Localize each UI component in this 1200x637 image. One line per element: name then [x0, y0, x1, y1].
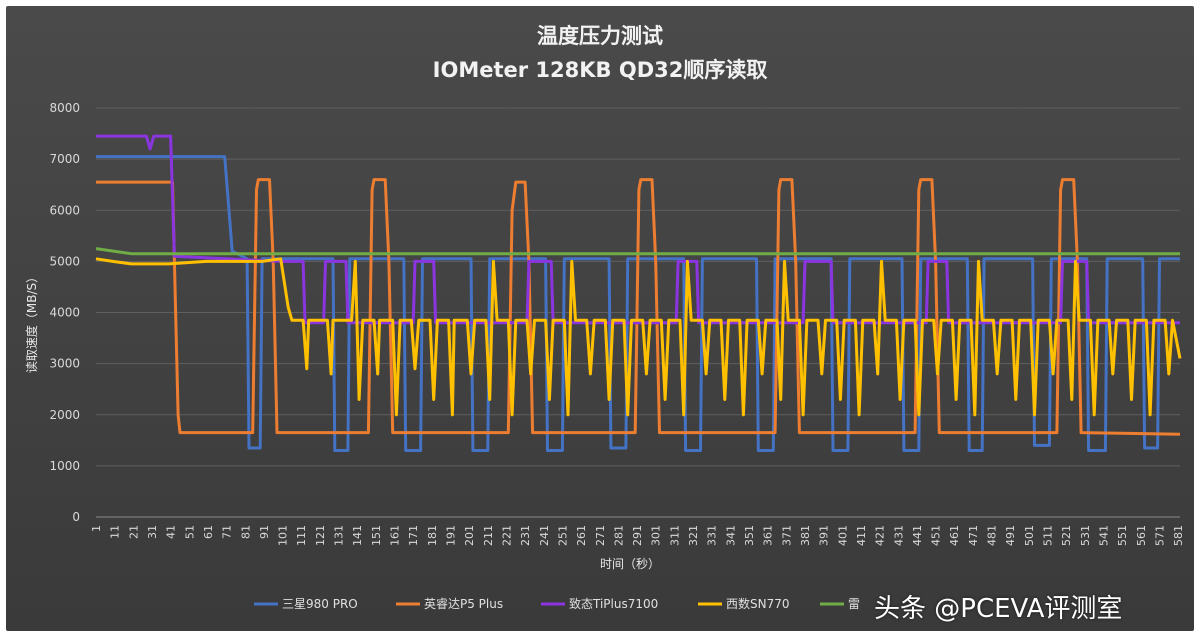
- legend-label: 西数SN770: [726, 596, 790, 611]
- x-tick-label: 51: [183, 525, 196, 539]
- x-tick-label: 411: [855, 525, 868, 546]
- series-line-1: [96, 155, 1180, 452]
- chart-subtitle: IOMeter 128KB QD32顺序读取: [433, 58, 768, 82]
- x-tick-label: 101: [277, 525, 290, 546]
- x-tick-label: 191: [444, 525, 457, 546]
- x-tick-label: 261: [575, 525, 588, 546]
- y-tick-label: 2000: [49, 408, 80, 422]
- series-line-2: [96, 178, 1181, 436]
- x-tick-label: 481: [986, 525, 999, 546]
- x-tick-label: 381: [799, 525, 812, 546]
- x-tick-label: 171: [407, 525, 420, 546]
- x-tick-label: 131: [333, 525, 346, 546]
- x-tick-label: 361: [762, 525, 775, 546]
- x-tick-label: 1: [90, 525, 103, 532]
- x-tick-label: 251: [556, 525, 569, 546]
- x-tick-label: 91: [258, 525, 271, 539]
- chart-frame: 温度压力测试 IOMeter 128KB QD32顺序读取 0 1000 2000 3…: [6, 6, 1194, 631]
- y-tick-label: 0: [72, 510, 80, 524]
- x-tick-label: 451: [930, 525, 943, 546]
- x-tick-label: 31: [146, 525, 159, 539]
- x-tick-label: 491: [1004, 525, 1017, 546]
- x-tick-label: 441: [911, 525, 924, 546]
- x-tick-label: 161: [389, 525, 402, 546]
- x-tick-label: 561: [1135, 525, 1148, 546]
- x-tick-label: 581: [1172, 525, 1185, 546]
- watermark: 头条 @PCEVA评测室: [874, 594, 1123, 624]
- x-tick-label: 371: [780, 525, 793, 546]
- legend: 三星980 PRO 英睿达P5 Plus 致态TiPlus7100 西数SN770 雷: [254, 596, 860, 611]
- y-tick-label: 4000: [49, 306, 80, 320]
- x-tick-label: 81: [239, 525, 252, 539]
- x-tick-label: 521: [1060, 525, 1073, 546]
- y-tick-label: 8000: [49, 101, 80, 115]
- chart-title: 温度压力测试: [537, 24, 663, 48]
- x-tick-label: 121: [314, 525, 327, 546]
- x-tick-label: 301: [650, 525, 663, 546]
- x-tick-label: 11: [109, 525, 122, 539]
- line-chart: 温度压力测试 IOMeter 128KB QD32顺序读取 0 1000 2000 3…: [24, 24, 1185, 611]
- x-tick-label: 111: [295, 525, 308, 546]
- x-tick-label: 551: [1116, 525, 1129, 546]
- x-tick-label: 221: [500, 525, 513, 546]
- legend-label: 致态TiPlus7100: [569, 597, 658, 611]
- x-axis-label: 时间（秒）: [600, 557, 660, 571]
- x-tick-label: 41: [165, 525, 178, 539]
- x-tick-label: 341: [724, 525, 737, 546]
- x-tick-label: 241: [538, 525, 551, 546]
- x-tick-label: 421: [874, 525, 887, 546]
- x-tick-label: 271: [594, 525, 607, 546]
- y-tick-label: 6000: [49, 203, 80, 217]
- x-tick-label: 311: [668, 525, 681, 546]
- y-tick-labels: 0 1000 2000 3000 4000 5000 6000 7000 8000: [49, 101, 80, 524]
- legend-label: 三星980 PRO: [282, 597, 358, 611]
- x-tick-label: 321: [687, 525, 700, 546]
- x-tick-label: 201: [463, 525, 476, 546]
- x-tick-labels: 1 11 21 31 41 51 61 71 81 91 101 111 121 131 141 151 161…: [90, 525, 1185, 546]
- series-lines: [95, 134, 1182, 452]
- series-line-5: [95, 247, 1180, 256]
- x-tick-label: 231: [519, 525, 532, 546]
- x-tick-label: 571: [1153, 525, 1166, 546]
- x-tick-label: 151: [370, 525, 383, 546]
- x-tick-label: 291: [631, 525, 644, 546]
- x-tick-label: 211: [482, 525, 495, 546]
- x-tick-label: 401: [836, 525, 849, 546]
- legend-label: 雷: [848, 597, 860, 611]
- y-tick-label: 7000: [49, 152, 80, 166]
- x-tick-label: 71: [221, 525, 234, 539]
- x-tick-label: 531: [1079, 525, 1092, 546]
- x-tick-label: 351: [743, 525, 756, 546]
- legend-label: 英睿达P5 Plus: [424, 596, 503, 611]
- x-tick-label: 541: [1098, 525, 1111, 546]
- x-tick-label: 141: [351, 525, 364, 546]
- x-tick-label: 281: [612, 525, 625, 546]
- x-tick-label: 461: [948, 525, 961, 546]
- y-tick-label: 1000: [49, 459, 80, 473]
- y-axis-label: 读取速度（MB/S）: [24, 271, 39, 373]
- x-tick-label: 511: [1042, 525, 1055, 546]
- y-tick-label: 3000: [49, 357, 80, 371]
- x-tick-label: 431: [892, 525, 905, 546]
- x-tick-label: 471: [967, 525, 980, 546]
- series-line-4: [95, 257, 1182, 417]
- x-tick-label: 61: [202, 525, 215, 539]
- y-tick-label: 5000: [49, 254, 80, 268]
- x-tick-label: 501: [1023, 525, 1036, 546]
- x-tick-label: 391: [818, 525, 831, 546]
- x-tick-label: 331: [706, 525, 719, 546]
- x-tick-label: 21: [127, 525, 140, 539]
- x-tick-label: 181: [426, 525, 439, 546]
